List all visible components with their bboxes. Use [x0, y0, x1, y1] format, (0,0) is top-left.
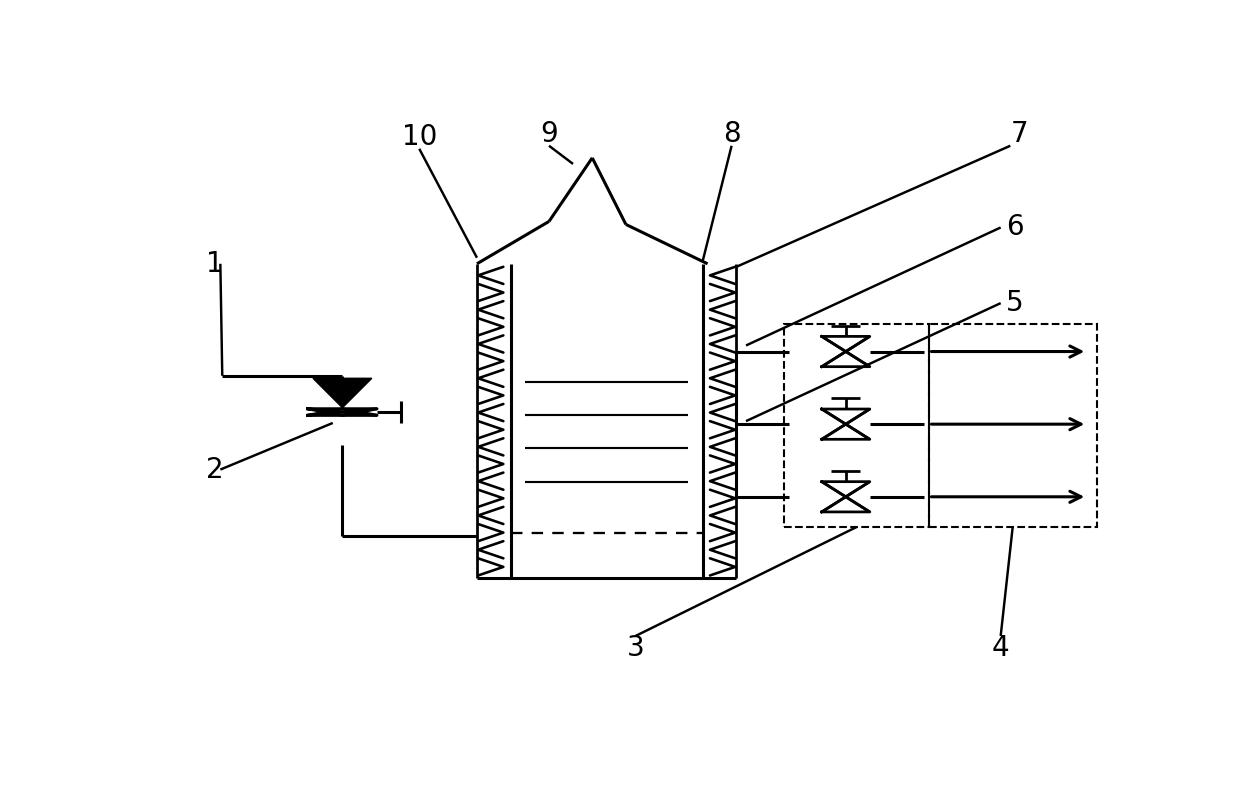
Text: 3: 3 [626, 634, 645, 662]
Text: 5: 5 [1007, 289, 1024, 317]
Text: 4: 4 [992, 634, 1009, 662]
Polygon shape [308, 409, 377, 415]
Bar [929, 325, 1096, 527]
Text: 2: 2 [206, 456, 223, 483]
Text: 9: 9 [541, 119, 558, 148]
Text: 8: 8 [723, 119, 740, 148]
Polygon shape [308, 409, 377, 415]
Polygon shape [822, 482, 869, 497]
Text: 6: 6 [1007, 214, 1024, 241]
Polygon shape [822, 351, 869, 367]
Polygon shape [822, 409, 869, 424]
Text: 10: 10 [402, 123, 436, 151]
Bar [785, 325, 929, 527]
Polygon shape [822, 497, 869, 512]
Polygon shape [312, 378, 372, 408]
Polygon shape [822, 336, 869, 351]
Text: 7: 7 [1011, 119, 1029, 148]
Text: 1: 1 [206, 250, 223, 277]
Polygon shape [822, 424, 869, 439]
